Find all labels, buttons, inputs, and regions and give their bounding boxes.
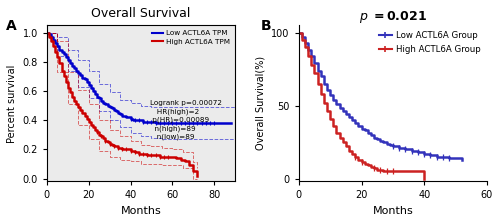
X-axis label: Months: Months [120, 206, 162, 216]
Text: B: B [261, 19, 272, 33]
Text: Logrank p=0.00072
   HR(high)=2
 p(HR)=0.00089
  n(high)=89
   n(low)=89: Logrank p=0.00072 HR(high)=2 p(HR)=0.000… [150, 100, 222, 140]
X-axis label: Months: Months [372, 206, 413, 216]
Text: A: A [6, 19, 16, 33]
Title: $\it{p}$ $\bf{= 0.021}$: $\it{p}$ $\bf{= 0.021}$ [359, 9, 427, 25]
Y-axis label: Percent survival: Percent survival [7, 64, 17, 142]
Title: Overall Survival: Overall Survival [92, 7, 190, 20]
Legend: Low ACTL6A TPM, High ACTL6A TPM: Low ACTL6A TPM, High ACTL6A TPM [151, 29, 232, 46]
Legend: Low ACTL6A Group, High ACTL6A Group: Low ACTL6A Group, High ACTL6A Group [377, 30, 482, 55]
Y-axis label: Overall Survival(%): Overall Survival(%) [256, 56, 266, 151]
